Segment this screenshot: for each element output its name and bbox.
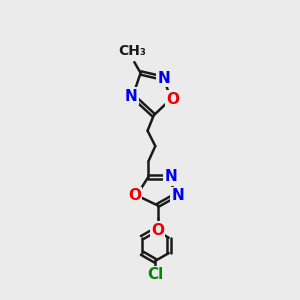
Text: O: O [128,188,141,203]
Text: N: N [125,88,138,104]
Text: Cl: Cl [147,267,164,282]
Text: O: O [167,92,180,106]
Text: CH₃: CH₃ [118,44,146,58]
Text: N: N [164,169,177,184]
Text: O: O [151,223,164,238]
Text: N: N [171,188,184,203]
Text: N: N [158,71,170,86]
